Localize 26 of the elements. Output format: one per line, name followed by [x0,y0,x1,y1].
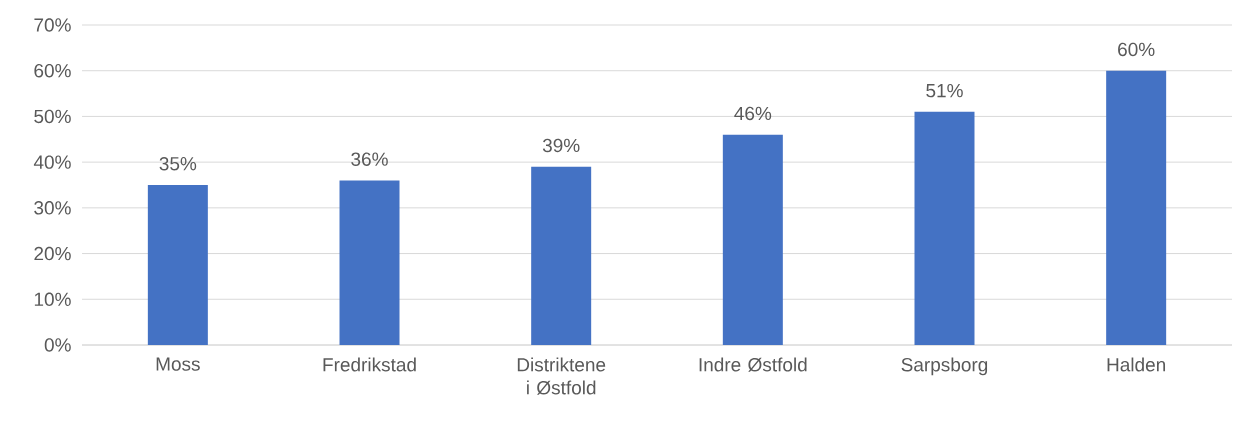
data-label: 51% [926,83,963,98]
bar [914,111,975,345]
y-tick-label: 0% [44,338,71,352]
x-tick-label: Moss [156,357,200,371]
x-tick-label: Halden [1107,357,1166,372]
bar [722,134,783,345]
x-tick-label: Indre Østfold [699,357,807,372]
bar [339,180,400,345]
data-label: 60% [1118,42,1155,57]
y-tick-label: 40% [33,155,71,169]
x-tick-label: Sarpsborg [901,357,988,376]
y-tick-label: 30% [34,201,71,215]
bar [1106,70,1167,345]
data-label: 35% [159,157,197,171]
data-label: 39% [542,138,580,153]
x-tick-label: Fredrikstad [323,357,416,372]
bar [531,166,592,345]
data-label: 36% [351,152,388,166]
y-tick-label: 10% [34,292,71,306]
x-tick-label: Distriktene i Østfold [517,357,606,395]
bar [147,184,208,345]
y-tick-label: 20% [34,246,71,261]
y-tick-label: 60% [34,63,71,78]
y-tick-label: 70% [34,18,71,32]
y-tick-label: 50% [34,109,71,124]
data-label: 46% [734,106,772,121]
